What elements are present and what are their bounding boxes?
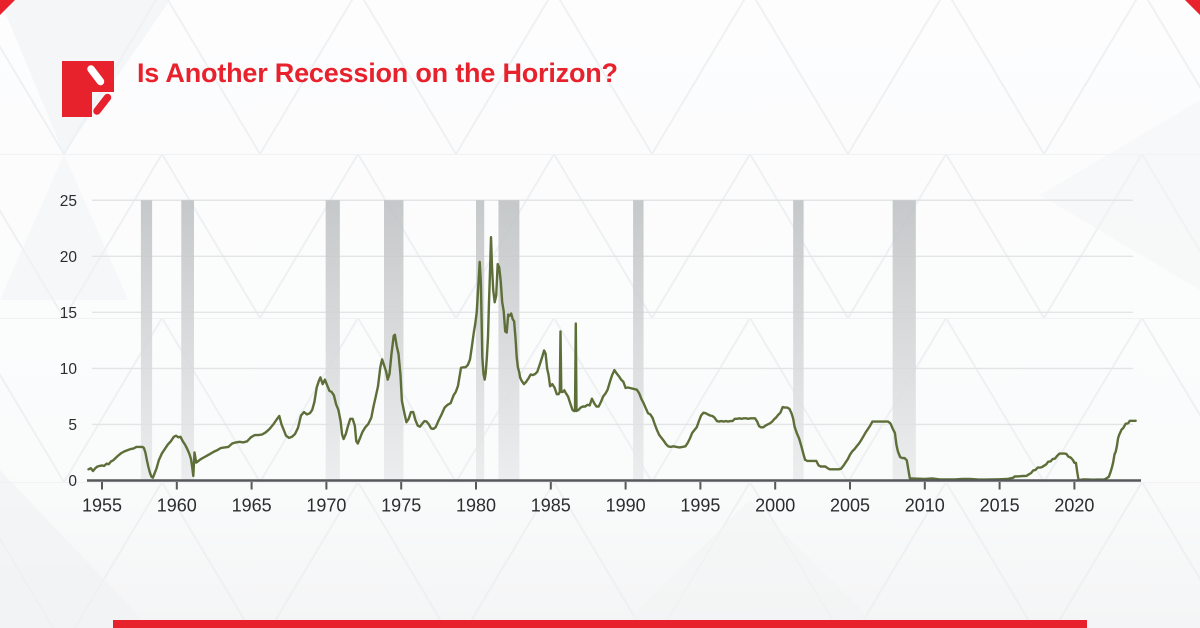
recession-band-6 [633, 200, 644, 481]
recession-band-1 [181, 200, 195, 481]
recession-band-8 [892, 200, 916, 481]
x-tick-label-1985: 1985 [531, 496, 571, 516]
x-tick-label-1965: 1965 [232, 496, 272, 516]
x-tick-label-2005: 2005 [830, 496, 870, 516]
x-tick-label-1970: 1970 [306, 496, 346, 516]
recession-band-7 [793, 200, 804, 481]
x-tick-label-1955: 1955 [82, 496, 122, 516]
recession-band-5 [498, 200, 520, 481]
x-tick-label-2010: 2010 [905, 496, 945, 516]
y-tick-label-0: 0 [68, 473, 77, 490]
footer-accent-bar [113, 620, 1087, 628]
x-tick-label-1990: 1990 [606, 496, 646, 516]
y-tick-label-15: 15 [60, 305, 77, 322]
x-tick-label-2000: 2000 [755, 496, 795, 516]
x-tick-label-2020: 2020 [1054, 496, 1094, 516]
x-tick-label-1980: 1980 [456, 496, 496, 516]
y-tick-label-20: 20 [60, 249, 78, 266]
rate-line [87, 235, 1137, 482]
recession-band-4 [476, 200, 485, 481]
y-tick-label-25: 25 [60, 193, 77, 210]
logo-white-slash [87, 65, 105, 86]
x-tick-label-1975: 1975 [381, 496, 421, 516]
logo-red-slash [93, 93, 112, 115]
x-tick-label-1960: 1960 [157, 496, 197, 516]
y-tick-label-5: 5 [68, 417, 77, 434]
x-tick-label-1995: 1995 [680, 496, 720, 516]
recession-band-2 [325, 200, 340, 481]
recession-band-0 [140, 200, 153, 481]
pencil-flag-logo-icon [62, 61, 114, 117]
page-title: Is Another Recession on the Horizon? [137, 58, 618, 88]
logo-square [62, 61, 114, 117]
y-tick-label-10: 10 [60, 361, 78, 378]
x-tick-label-2015: 2015 [980, 496, 1020, 516]
